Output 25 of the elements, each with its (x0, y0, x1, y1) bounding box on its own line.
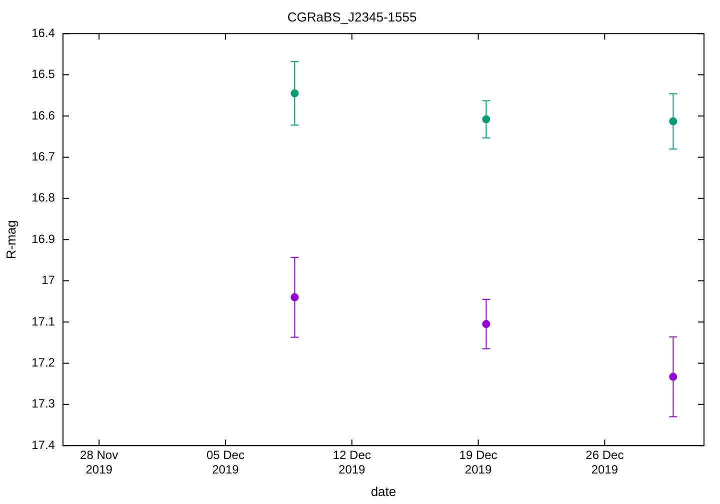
y-tick-label: 16.6 (32, 108, 56, 122)
point (669, 372, 678, 381)
y-tick-label: 16.4 (32, 26, 56, 40)
x-tick-label: 28 Nov 2019 (80, 448, 118, 477)
y-tick-label: 17.4 (32, 438, 56, 452)
point (290, 89, 299, 98)
point (290, 293, 299, 302)
y-tick-label: 16.9 (32, 232, 56, 246)
y-tick-label: 16.7 (32, 150, 56, 164)
point (669, 117, 678, 126)
point (482, 320, 490, 328)
y-tick-label: 17.3 (32, 396, 56, 411)
y-tick-label: 17.1 (32, 314, 56, 328)
y-tick-label: 16.8 (32, 190, 56, 205)
y-axis-title: R-mag (3, 220, 18, 260)
x-tick-label: 12 Dec 2019 (332, 448, 371, 477)
x-tick-label: 19 Dec 2019 (459, 448, 498, 477)
x-axis-title: date (370, 484, 396, 499)
point (482, 115, 490, 124)
y-tick-label: 17 (42, 273, 56, 288)
x-tick-label: 26 Dec 2019 (586, 448, 624, 477)
chart-title: CGRaBS_J2345-1555 (287, 9, 417, 24)
x-tick-label: 05 Dec 2019 (206, 448, 244, 477)
y-tick-label: 17.2 (32, 356, 56, 370)
y-tick-label: 16.5 (32, 67, 56, 82)
